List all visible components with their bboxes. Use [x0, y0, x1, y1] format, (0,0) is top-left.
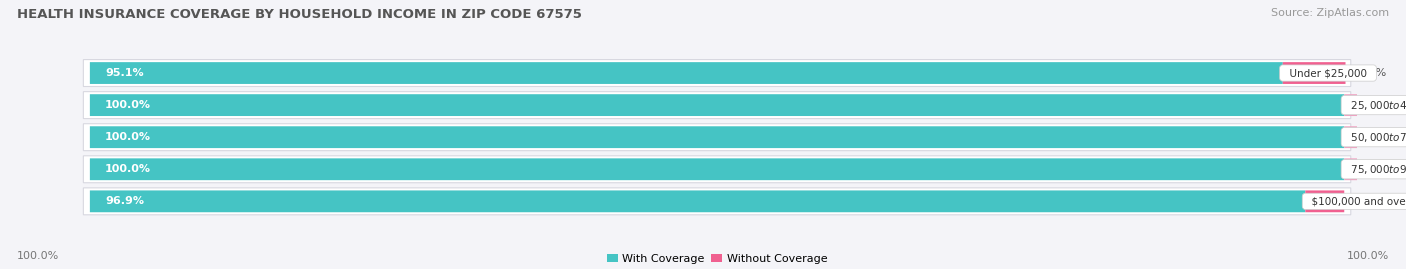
FancyBboxPatch shape: [1305, 190, 1344, 212]
Text: 96.9%: 96.9%: [105, 196, 143, 206]
Text: 95.1%: 95.1%: [105, 68, 143, 78]
Text: $75,000 to $99,999: $75,000 to $99,999: [1344, 163, 1406, 176]
Text: 5.0%: 5.0%: [1358, 68, 1386, 78]
Legend: With Coverage, Without Coverage: With Coverage, Without Coverage: [602, 249, 832, 268]
FancyBboxPatch shape: [1344, 126, 1388, 148]
FancyBboxPatch shape: [90, 94, 1344, 116]
Text: 100.0%: 100.0%: [105, 132, 150, 142]
FancyBboxPatch shape: [1344, 94, 1388, 116]
FancyBboxPatch shape: [83, 124, 1351, 151]
FancyBboxPatch shape: [1344, 158, 1388, 180]
Text: 100.0%: 100.0%: [105, 164, 150, 174]
FancyBboxPatch shape: [83, 92, 1351, 119]
FancyBboxPatch shape: [90, 158, 1344, 180]
Text: Source: ZipAtlas.com: Source: ZipAtlas.com: [1271, 8, 1389, 18]
Text: $50,000 to $74,999: $50,000 to $74,999: [1344, 131, 1406, 144]
Text: 100.0%: 100.0%: [17, 251, 59, 261]
Text: 0.0%: 0.0%: [1400, 100, 1406, 110]
FancyBboxPatch shape: [83, 156, 1351, 183]
Text: Under $25,000: Under $25,000: [1282, 68, 1374, 78]
Text: HEALTH INSURANCE COVERAGE BY HOUSEHOLD INCOME IN ZIP CODE 67575: HEALTH INSURANCE COVERAGE BY HOUSEHOLD I…: [17, 8, 582, 21]
Text: 3.1%: 3.1%: [1357, 196, 1385, 206]
FancyBboxPatch shape: [90, 62, 1282, 84]
FancyBboxPatch shape: [90, 190, 1305, 212]
FancyBboxPatch shape: [83, 188, 1351, 215]
Text: 0.0%: 0.0%: [1400, 164, 1406, 174]
Text: 0.0%: 0.0%: [1400, 132, 1406, 142]
Text: $100,000 and over: $100,000 and over: [1305, 196, 1406, 206]
Text: $25,000 to $49,999: $25,000 to $49,999: [1344, 99, 1406, 112]
FancyBboxPatch shape: [90, 126, 1344, 148]
Text: 100.0%: 100.0%: [105, 100, 150, 110]
FancyBboxPatch shape: [1282, 62, 1346, 84]
FancyBboxPatch shape: [83, 59, 1351, 87]
Text: 100.0%: 100.0%: [1347, 251, 1389, 261]
